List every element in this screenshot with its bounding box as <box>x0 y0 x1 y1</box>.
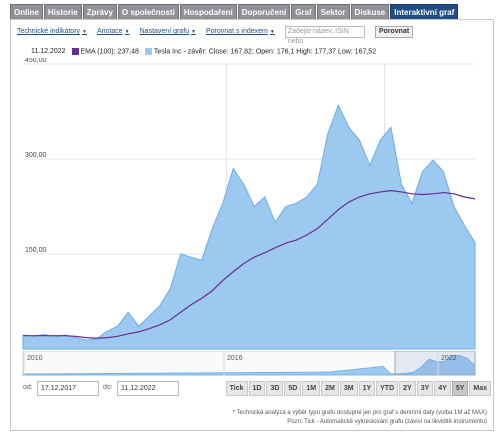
range-button-tick[interactable]: Tick <box>225 381 248 396</box>
settings-label: Nastavení grafu <box>139 28 190 35</box>
tab-interaktivn-graf[interactable]: Interaktivní graf <box>390 4 459 19</box>
range-navigator[interactable]: 2010 2016 2022 <box>11 351 495 377</box>
range-button-5y[interactable]: 5Y <box>451 381 469 396</box>
range-button-3y[interactable]: 3Y <box>416 381 434 396</box>
analysis-label: Anotace <box>96 28 123 35</box>
compare-index-menu[interactable]: Porovnat s indexem ▼ <box>206 28 275 35</box>
chart-panel: Technické indikátory ▼ Anotace ▼ Nastave… <box>10 19 494 431</box>
indicators-label: Technické indikátory <box>17 28 81 35</box>
range-button-3d[interactable]: 3D <box>266 381 284 396</box>
legend-price: Tesla Inc - závěr: Close: 167,82; Open: … <box>144 48 377 56</box>
tab-graf[interactable]: Graf <box>291 4 316 19</box>
settings-menu[interactable]: Nastavení grafu ▼ <box>140 28 196 35</box>
tab-o-spole-nosti[interactable]: O společnosti <box>117 4 179 19</box>
y-tick-label: 150,00 <box>25 247 47 254</box>
chevron-down-icon: ▼ <box>124 28 130 35</box>
y-tick-label: 450,00 <box>25 58 47 64</box>
range-button-max[interactable]: Max <box>469 381 491 396</box>
legend-ema: EMA (100): 237,48 <box>71 48 139 56</box>
tab-sektor[interactable]: Sektor <box>316 4 350 19</box>
tab-hospoda-en-[interactable]: Hospodaření <box>179 4 237 19</box>
tab-zpr-vy[interactable]: Zprávy <box>82 4 117 19</box>
price-swatch <box>144 48 152 55</box>
ema-line-series <box>23 190 476 339</box>
chevron-down-icon: ▼ <box>82 28 87 35</box>
range-button-ytd[interactable]: YTD <box>376 381 399 396</box>
legend-price-label: Tesla Inc - závěr: Close: 167,82; Open: … <box>153 48 377 56</box>
chart-toolbar: Technické indikátory ▼ Anotace ▼ Nastave… <box>17 23 414 45</box>
range-button-3m[interactable]: 3M <box>339 381 358 396</box>
tab-bar: Online Historie Zprávy O společnosti Hospoda… <box>10 4 459 19</box>
range-button-1d[interactable]: 1D <box>248 381 266 396</box>
range-button-1y[interactable]: 1Y <box>358 381 376 396</box>
indicators-menu[interactable]: Technické indikátory ▼ <box>17 28 87 35</box>
tab-diskuse[interactable]: Diskuse <box>350 4 390 19</box>
range-button-2y[interactable]: 2Y <box>399 381 416 396</box>
range-buttons: Tick 1D 3D 5D 1M 2M 3M 1Y YTD 2Y 3Y 4Y 5Y Max <box>225 381 491 396</box>
compare-search-input[interactable]: Zadejte název, ISIN nebo <box>284 25 365 45</box>
price-area-series <box>22 103 476 350</box>
compare-button[interactable]: Porovnat <box>374 25 414 38</box>
tab-historie[interactable]: Historie <box>43 4 82 19</box>
range-button-4y[interactable]: 4Y <box>434 381 451 396</box>
to-date-input[interactable]: 11.12.2022 <box>117 381 179 396</box>
chevron-down-icon: ▼ <box>269 28 275 35</box>
tab-online[interactable]: Online <box>10 4 43 19</box>
navigator-year-label: 2010 <box>27 355 43 362</box>
navigator-year-label: 2016 <box>227 355 243 362</box>
navigator-year-label: 2022 <box>441 355 457 362</box>
range-button-2m[interactable]: 2M <box>321 381 339 396</box>
compare-index-label: Porovnat s indexem <box>206 28 268 35</box>
analysis-menu[interactable]: Anotace ▼ <box>97 28 130 35</box>
date-range-controls: od: 17.12.2017 do: 11.12.2022 Tick 1D 3D 5D… <box>11 380 495 398</box>
range-button-1m[interactable]: 1M <box>302 381 321 396</box>
chevron-down-icon: ▼ <box>191 28 196 35</box>
legend-date: 11.12.2022 <box>31 48 66 56</box>
footnote-1: * Technická analýza a výběr typu grafu d… <box>232 410 487 416</box>
navigator-area <box>22 355 476 376</box>
legend-ema-label: EMA (100): 237,48 <box>80 48 139 56</box>
y-tick-label: 300,00 <box>25 152 47 159</box>
to-label: do: <box>103 384 113 391</box>
range-button-5d[interactable]: 5D <box>284 381 302 396</box>
footnote-2: Pozn: Tick - Automatické vykreslování gr… <box>287 419 487 425</box>
tab-doporu-en-[interactable]: Doporučení <box>237 4 291 19</box>
ema-swatch <box>71 48 79 55</box>
chart-legend: 11.12.2022 EMA (100): 237,48 Tesla Inc -… <box>31 48 376 55</box>
navigator-selection[interactable] <box>394 351 476 376</box>
from-date-input[interactable]: 17.12.2017 <box>37 381 99 396</box>
from-label: od: <box>23 384 33 391</box>
